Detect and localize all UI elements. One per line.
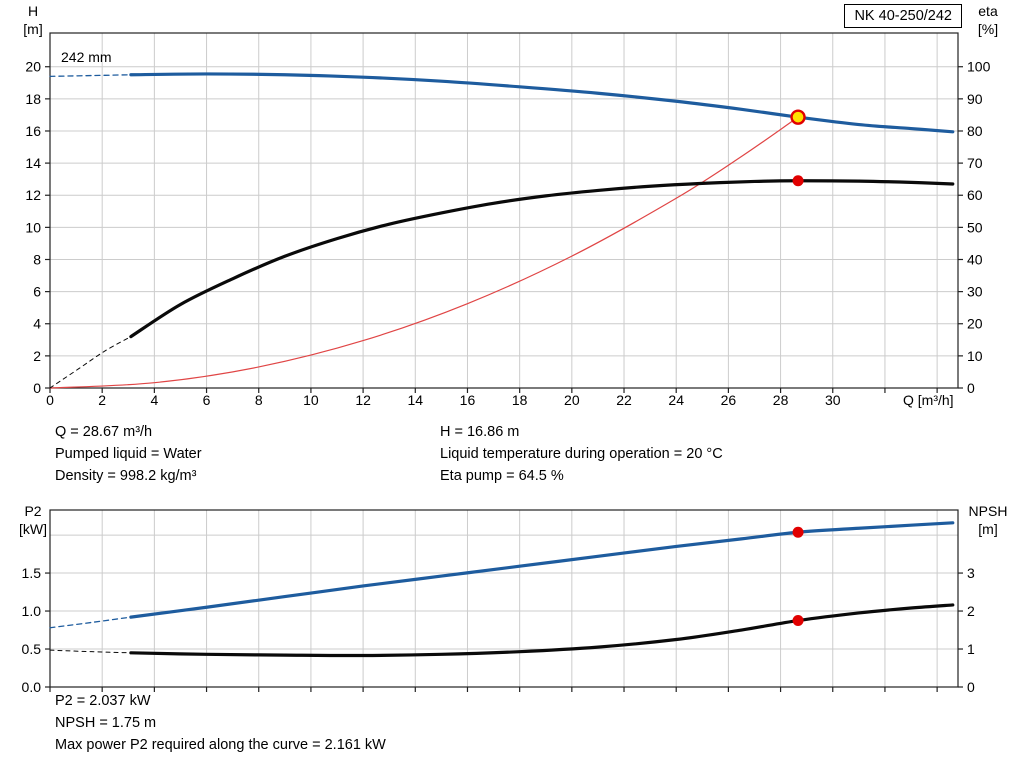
info-line-temperature: Liquid temperature during operation = 20… (440, 446, 723, 462)
info-line-density: Density = 998.2 kg/m³ (55, 468, 197, 484)
svg-text:0.5: 0.5 (22, 641, 42, 657)
npsh-point-marker (792, 615, 804, 627)
p2-point-marker (792, 526, 804, 538)
info-line-liquid: Pumped liquid = Water (55, 446, 202, 462)
bottom-grid (50, 510, 958, 687)
info-column-right: H = 16.86 m Liquid temperature during op… (440, 421, 825, 487)
svg-text:2: 2 (33, 348, 41, 364)
impeller-size-label: 242 mm (61, 49, 112, 65)
right-axis-header: [%] (978, 21, 998, 37)
svg-text:8: 8 (255, 392, 263, 408)
duty-point-marker[interactable] (790, 109, 806, 125)
bottom-frame (49, 509, 959, 688)
svg-text:10: 10 (967, 348, 983, 364)
svg-text:28: 28 (773, 392, 789, 408)
svg-text:10: 10 (25, 219, 41, 235)
p2-npsh-chart: 0.0 0.5 1.0 1.5 0 1 2 3 P2 [kW] NPSH [m] (19, 503, 1007, 695)
efficiency-curve (129, 179, 955, 339)
top-grid (50, 33, 958, 388)
right-axis-header: [m] (978, 521, 997, 537)
info-column-left: Q = 28.67 m³/h Pumped liquid = Water Den… (55, 421, 440, 487)
svg-text:90: 90 (967, 91, 983, 107)
svg-text:70: 70 (967, 155, 983, 171)
right-axis-header: NPSH (969, 503, 1008, 519)
svg-text:30: 30 (967, 284, 983, 300)
svg-text:20: 20 (967, 316, 983, 332)
svg-text:6: 6 (33, 284, 41, 300)
info-line-npsh: NPSH = 1.75 m (55, 715, 157, 731)
info-line-flow: Q = 28.67 m³/h (55, 424, 153, 440)
head-curve (129, 72, 955, 134)
svg-text:8: 8 (33, 251, 41, 267)
svg-text:2: 2 (98, 392, 106, 408)
svg-text:60: 60 (967, 187, 983, 203)
pump-model-box: NK 40-250/242 (844, 4, 962, 28)
top-frame (49, 32, 959, 389)
svg-text:80: 80 (967, 123, 983, 139)
info-line-head: H = 16.86 m (440, 424, 520, 440)
svg-text:20: 20 (564, 392, 580, 408)
svg-text:1.5: 1.5 (22, 565, 42, 581)
svg-text:18: 18 (512, 392, 528, 408)
left-axis-header: H (28, 3, 38, 19)
svg-text:100: 100 (967, 59, 991, 75)
npsh-curve (129, 603, 955, 658)
svg-text:1.0: 1.0 (22, 603, 42, 619)
efficiency-point-marker (792, 175, 804, 187)
svg-text:0: 0 (46, 392, 54, 408)
head-curve-dashed (49, 74, 132, 78)
left-axis-header: [kW] (19, 521, 47, 537)
svg-text:30: 30 (825, 392, 841, 408)
svg-text:50: 50 (967, 219, 983, 235)
svg-text:16: 16 (460, 392, 476, 408)
svg-text:2: 2 (967, 603, 975, 619)
top-axes: 0246810121416182001020304050607080901000… (23, 3, 998, 408)
svg-text:0: 0 (33, 380, 41, 396)
svg-text:16: 16 (25, 123, 41, 139)
operating-point-info: Q = 28.67 m³/h Pumped liquid = Water Den… (55, 421, 825, 487)
svg-text:26: 26 (721, 392, 737, 408)
svg-text:24: 24 (668, 392, 684, 408)
svg-text:12: 12 (355, 392, 371, 408)
system-curve (49, 116, 799, 389)
efficiency-curve-dashed (49, 336, 132, 389)
left-axis-header: P2 (24, 503, 41, 519)
svg-text:14: 14 (25, 155, 41, 171)
svg-text:0: 0 (967, 380, 975, 396)
npsh-curve-dashed (49, 649, 132, 654)
svg-text:14: 14 (407, 392, 423, 408)
svg-text:22: 22 (616, 392, 632, 408)
svg-text:4: 4 (33, 316, 41, 332)
svg-text:1: 1 (967, 641, 975, 657)
svg-text:20: 20 (25, 59, 41, 75)
bottom-axes: 0.0 0.5 1.0 1.5 0 1 2 3 P2 [kW] NPSH [m] (19, 503, 1007, 695)
p2-curve (129, 521, 955, 619)
svg-text:0.0: 0.0 (22, 679, 42, 695)
right-axis-header: eta (978, 3, 998, 19)
left-axis-header: [m] (23, 21, 42, 37)
svg-text:40: 40 (967, 251, 983, 267)
svg-text:4: 4 (150, 392, 158, 408)
power-npsh-info: P2 = 2.037 kW NPSH = 1.75 m Max power P2… (55, 690, 386, 756)
svg-text:6: 6 (203, 392, 211, 408)
info-line-eta: Eta pump = 64.5 % (440, 468, 564, 484)
svg-text:10: 10 (303, 392, 319, 408)
svg-text:3: 3 (967, 565, 975, 581)
svg-text:12: 12 (25, 187, 41, 203)
info-line-max-power: Max power P2 required along the curve = … (55, 737, 386, 753)
x-axis-unit-label: Q [m³/h] (903, 392, 954, 408)
hq-eta-chart: 0246810121416182001020304050607080901000… (23, 3, 998, 408)
p2-curve-dashed (49, 616, 132, 629)
info-line-p2: P2 = 2.037 kW (55, 693, 151, 709)
svg-text:18: 18 (25, 91, 41, 107)
svg-text:0: 0 (967, 679, 975, 695)
